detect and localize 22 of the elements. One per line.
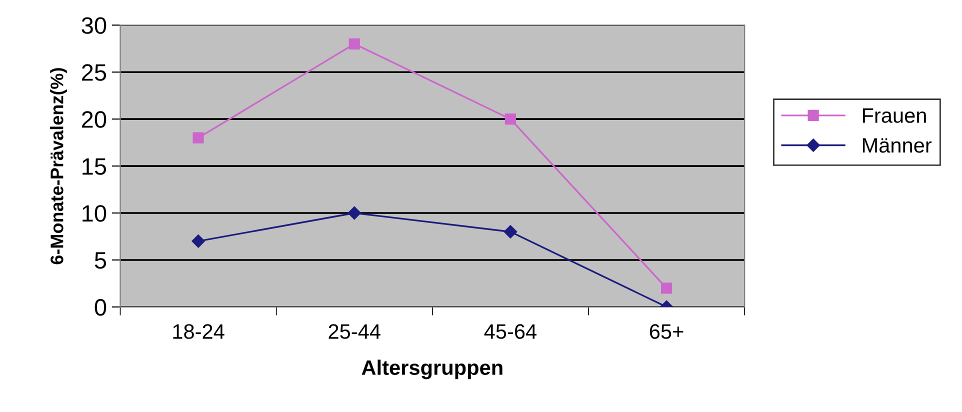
y-tick-label: 30 bbox=[82, 17, 106, 34]
x-tick-label: 45-64 bbox=[484, 324, 536, 339]
y-tick-label: 20 bbox=[82, 111, 106, 128]
x-tick-label: 25-44 bbox=[328, 324, 380, 339]
point bbox=[348, 38, 360, 50]
x-tick-label: 65+ bbox=[650, 324, 684, 339]
point bbox=[504, 114, 516, 125]
y-tick-label: 5 bbox=[94, 252, 106, 269]
x-tick-label: 18-24 bbox=[173, 324, 224, 339]
y-axis-title: 6-Monate-Prävalenz(%) bbox=[50, 68, 67, 264]
x-axis-title: Altersgruppen bbox=[362, 360, 502, 380]
point bbox=[660, 282, 672, 294]
point bbox=[504, 225, 518, 238]
point bbox=[192, 132, 204, 144]
legend-label: Frauen bbox=[862, 108, 926, 123]
y-tick-label: 0 bbox=[94, 299, 106, 316]
legend-label: Männer bbox=[862, 138, 932, 153]
point bbox=[192, 234, 205, 248]
point bbox=[348, 206, 361, 220]
y-tick-label: 10 bbox=[82, 205, 106, 222]
y-tick-label: 15 bbox=[82, 158, 106, 175]
y-tick-label: 25 bbox=[82, 64, 106, 81]
